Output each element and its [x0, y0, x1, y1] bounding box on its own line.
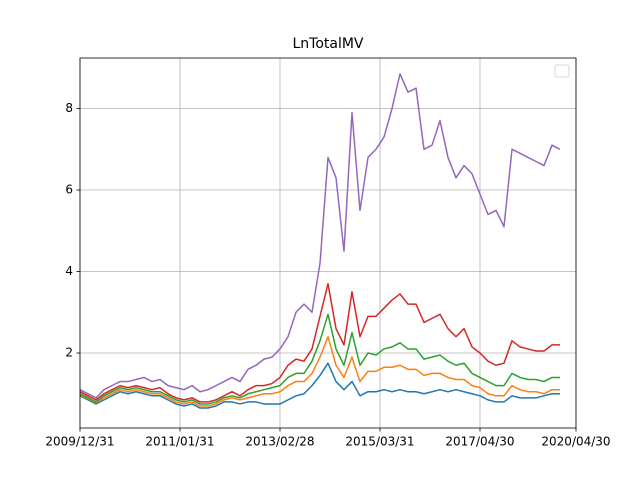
series-line	[79, 313, 560, 405]
x-tick-label: 2013/02/28	[245, 435, 314, 449]
legend	[554, 64, 570, 78]
x-tick-label: 2009/12/31	[45, 435, 114, 449]
y-tick-label: 8	[65, 101, 73, 115]
chart-title: LnTotalMV	[292, 36, 363, 52]
series-line	[79, 335, 560, 407]
y-tick-label: 4	[65, 264, 73, 278]
x-tick-label: 2017/04/30	[445, 435, 514, 449]
y-tick-label: 2	[65, 346, 73, 360]
series-line	[79, 73, 561, 399]
series-line	[79, 283, 560, 403]
x-tick-label: 2011/01/31	[145, 435, 214, 449]
series-line	[79, 362, 560, 409]
x-tick-label: 2020/04/30	[541, 435, 610, 449]
x-tick-label: 2015/03/31	[345, 435, 414, 449]
y-tick-label: 6	[65, 183, 73, 197]
plot-frame	[79, 57, 577, 429]
